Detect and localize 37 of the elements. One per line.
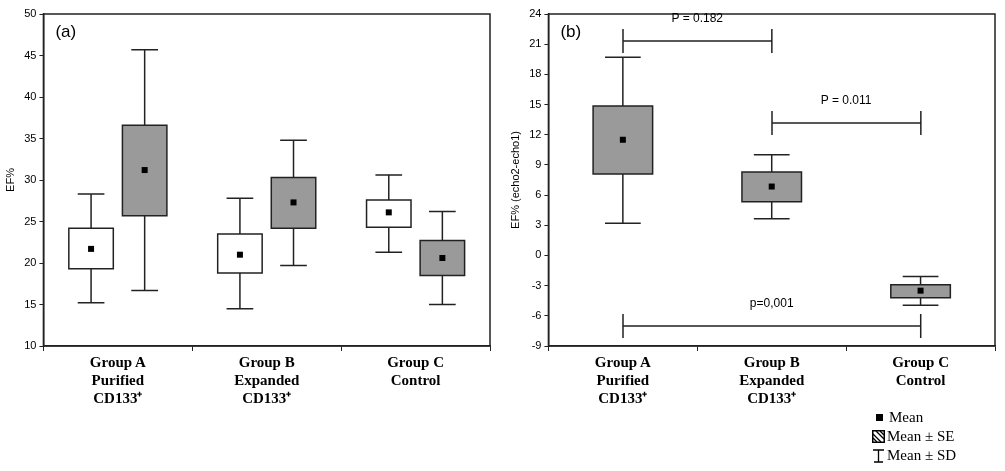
y-axis-title: EF% [3,167,16,192]
y-tick-label: 15 [24,297,37,310]
y-tick-label: 24 [529,7,542,20]
x-tick-label: Group C Control [387,353,444,388]
x-tick-label: Group B Expanded CD133⁺ [739,353,805,406]
annotation: (b) [560,22,582,42]
y-tick-label: 12 [529,127,542,140]
y-tick-label: 6 [535,188,542,201]
y-tick-label: 30 [24,173,37,186]
y-tick-label: 35 [24,131,37,144]
y-tick-label: 50 [24,7,37,20]
y-tick-label: 3 [535,218,542,231]
y-tick-label: 20 [24,256,37,269]
y-tick-label: 25 [24,214,37,227]
y-tick-label: 0 [535,248,542,261]
y-tick-label: 10 [24,339,37,352]
y-tick-label: -6 [531,308,542,321]
annotation: p=0,001 [748,295,795,310]
x-tick-label: Group C Control [892,353,949,388]
y-tick-label: -9 [531,339,542,352]
y-tick-label: 15 [529,97,542,110]
x-tick-label: Group B Expanded CD133⁺ [234,353,300,406]
y-tick-label: 9 [535,157,542,170]
y-tick-label: 18 [529,67,542,80]
y-tick-label: -3 [531,278,542,291]
text: Mean [889,408,924,427]
annotation: P = 0.011 [819,92,873,107]
x-tick-label: Group A Purified CD133⁺ [89,353,147,406]
y-tick-label: 40 [24,90,37,103]
x-tick-label: Group A Purified CD133⁺ [594,353,652,406]
text: Mean ± SD [887,446,957,465]
annotation: P = 0.182 [670,11,725,26]
y-tick-label: 21 [529,37,542,50]
text: Mean ± SE [887,427,955,446]
annotation: (a) [55,22,77,42]
y-axis-title: EF% (echo2-echo1) [508,131,521,229]
y-tick-label: 45 [24,48,37,61]
